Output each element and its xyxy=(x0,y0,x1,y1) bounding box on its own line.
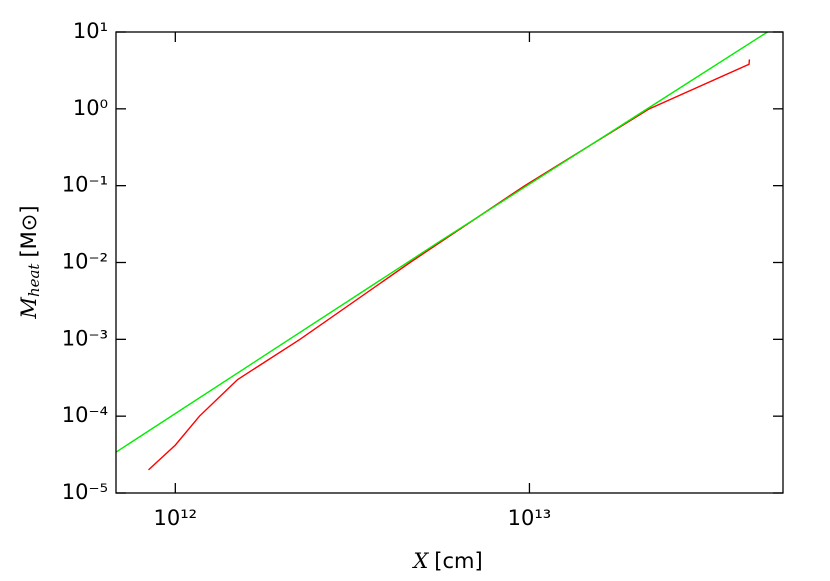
y-tick-label: 10⁻³ xyxy=(62,326,108,350)
x-axis-label: X [cm] xyxy=(411,549,482,574)
y-axis-symbol: M xyxy=(17,297,41,320)
data-line xyxy=(116,32,768,453)
x-axis-unit: [cm] xyxy=(434,549,482,573)
y-tick-label: 10⁻⁵ xyxy=(62,480,108,504)
x-tick-label: 10¹² xyxy=(154,506,198,530)
data-line xyxy=(148,59,751,471)
y-tick-label: 10⁻¹ xyxy=(62,173,108,197)
y-axis-unit: [M⊙] xyxy=(17,205,41,257)
y-tick-label: 10⁰ xyxy=(73,96,108,120)
y-tick-label: 10⁻² xyxy=(62,250,108,274)
x-axis-symbol: X xyxy=(411,549,429,573)
y-axis-subscript: heat xyxy=(25,263,43,297)
plot-frame xyxy=(115,31,784,494)
y-tick-label: 10⁻⁴ xyxy=(62,403,108,427)
x-tick-label: 10¹³ xyxy=(508,506,552,530)
y-tick-label: 10¹ xyxy=(73,19,108,43)
y-axis-label: Mheat [M⊙] xyxy=(17,205,44,319)
